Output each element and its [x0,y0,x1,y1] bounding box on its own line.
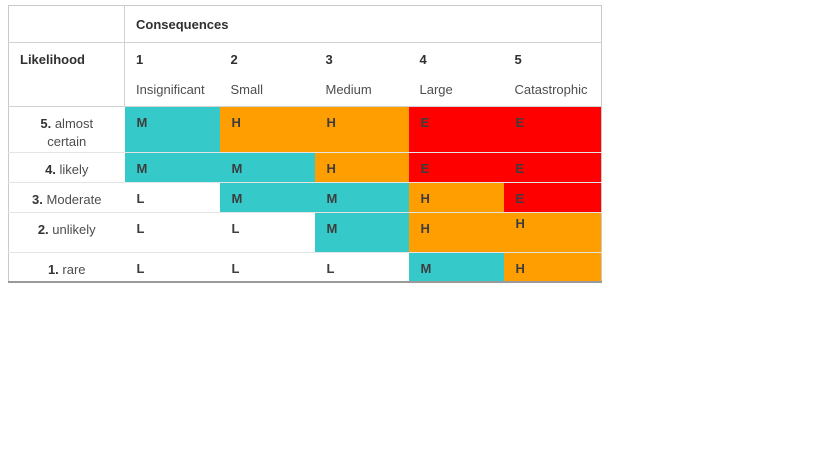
row-label: rare [62,262,86,277]
risk-cell: H [503,252,602,282]
column-label: Large [419,82,453,97]
column-header-4: 4 Large [408,42,504,107]
row-header: 5. almost certain [8,106,125,153]
column-label: Catastrophic [514,82,588,97]
risk-cell: H [408,182,504,213]
matrix-row-rare: 1. rare L L L M H [9,252,602,282]
risk-cell: M [124,152,220,183]
row-label: almost certain [47,116,94,149]
column-header-3: 3 Medium [314,42,409,107]
column-label: Small [230,82,264,97]
row-header: 3. Moderate [8,182,125,213]
risk-cell: H [503,212,602,253]
risk-cell: M [408,252,504,282]
row-number: 2. [37,222,49,237]
column-number: 5 [514,52,522,67]
column-number: 1 [136,52,144,67]
row-header: 1. rare [9,253,125,282]
likelihood-header: Likelihood [8,42,125,107]
column-header-1: 1 Insignificant [124,42,220,107]
row-number: 4. [45,162,56,177]
row-header: 4. likely [8,152,125,183]
risk-cell: L [124,252,220,282]
column-header-row: Likelihood 1 Insignificant 2 Small 3 Med… [8,42,602,107]
risk-cell: M [314,182,409,213]
column-number: 2 [230,52,238,67]
column-number: 3 [325,52,333,67]
risk-cell: M [314,212,409,253]
risk-cell: L [124,182,220,213]
risk-cell: H [408,212,504,253]
risk-cell: M [219,152,315,183]
matrix-row-unlikely: 2. unlikely L L M H H [8,212,602,253]
consequences-header: Consequences [124,5,602,43]
column-label: Insignificant [136,82,205,97]
risk-cell: L [219,212,315,253]
row-number: 3. [32,192,43,207]
risk-cell: M [219,182,315,213]
column-number: 4 [419,52,427,67]
risk-cell: E [408,152,504,183]
column-header-2: 2 Small [219,42,315,107]
risk-cell: E [408,106,504,153]
row-label: unlikely [52,222,96,237]
risk-matrix-table: Consequences Likelihood 1 Insignificant … [8,5,603,283]
risk-cell: H [314,152,409,183]
risk-cell: E [503,152,602,183]
risk-cell: E [503,106,602,153]
consequences-header-row: Consequences [8,5,602,43]
risk-cell: E [503,182,602,213]
matrix-row-likely: 4. likely M M H E E [8,152,602,183]
column-label: Medium [325,82,372,97]
risk-cell: L [219,252,315,282]
row-label: likely [59,162,89,177]
matrix-row-moderate: 3. Moderate L M M H E [8,182,602,213]
row-number: 5. [40,116,52,131]
column-header-5: 5 Catastrophic [503,42,602,107]
risk-cell: H [219,106,315,153]
risk-cell: L [124,212,220,253]
risk-cell: L [314,252,409,282]
row-label: Moderate [46,192,102,207]
row-header: 2. unlikely [8,212,125,253]
risk-cell: M [124,106,220,153]
matrix-row-almost-certain: 5. almost certain M H H E E [8,106,602,153]
row-number: 1. [47,262,59,277]
risk-cell: H [314,106,409,153]
corner-cell [8,5,125,43]
